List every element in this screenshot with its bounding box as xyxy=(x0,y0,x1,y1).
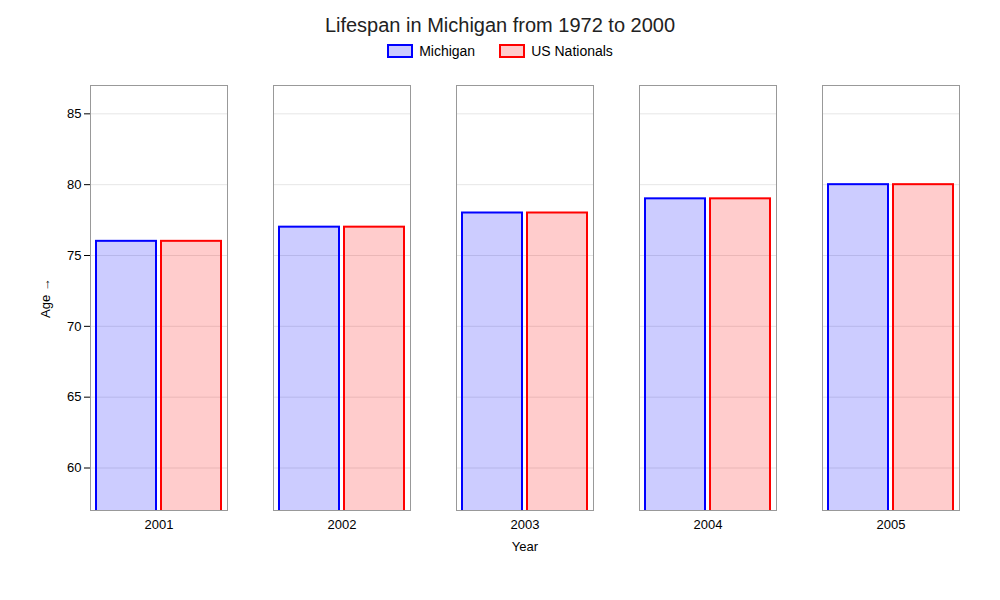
svg-text:Age →: Age → xyxy=(38,278,53,318)
svg-text:2003: 2003 xyxy=(511,517,540,532)
svg-text:70: 70 xyxy=(67,318,81,333)
svg-text:65: 65 xyxy=(67,389,81,404)
svg-text:80: 80 xyxy=(67,177,81,192)
svg-text:2005: 2005 xyxy=(877,517,906,532)
html-text:Michigan: Michigan xyxy=(419,43,476,59)
svg-text:85: 85 xyxy=(67,106,81,121)
html-text:US Nationals: US Nationals xyxy=(531,43,613,59)
html-text:Lifespan in Michigan from 1972: Lifespan in Michigan from 1972 to 2000 xyxy=(324,14,676,36)
svg-text:2002: 2002 xyxy=(328,517,357,532)
svg-text:Year: Year xyxy=(512,539,539,554)
svg-text:60: 60 xyxy=(67,460,81,475)
svg-text:2004: 2004 xyxy=(694,517,723,532)
svg-text:75: 75 xyxy=(67,248,81,263)
svg-text:2001: 2001 xyxy=(145,517,174,532)
